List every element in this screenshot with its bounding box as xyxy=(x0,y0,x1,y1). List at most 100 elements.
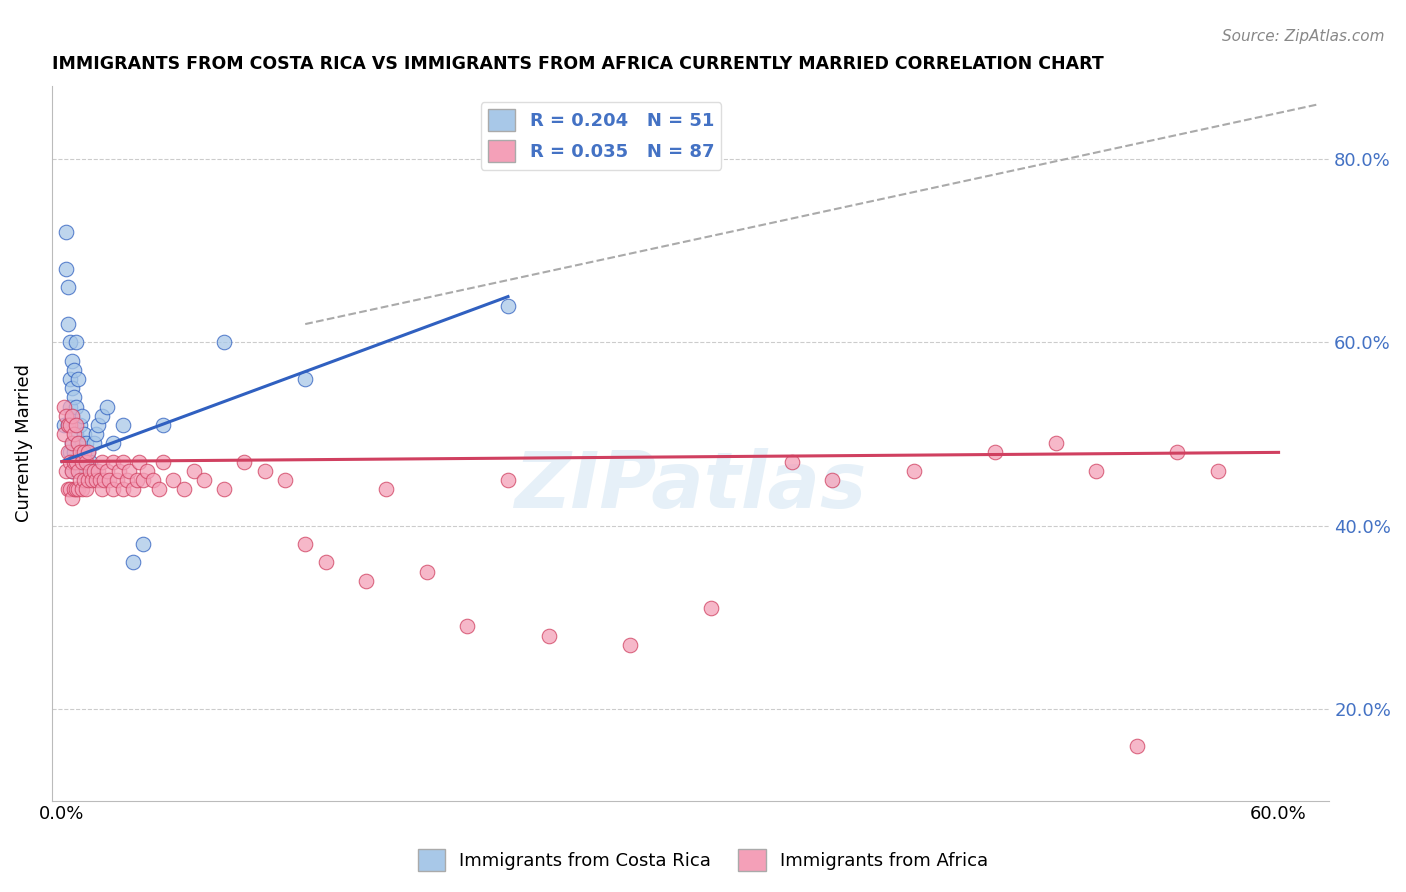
Point xyxy=(118,464,141,478)
Point xyxy=(173,482,195,496)
Point xyxy=(55,262,77,277)
Point xyxy=(77,445,100,459)
Point xyxy=(294,537,316,551)
Point xyxy=(73,445,96,459)
Point xyxy=(63,363,86,377)
Point xyxy=(60,353,83,368)
Legend: R = 0.204   N = 51, R = 0.035   N = 87: R = 0.204 N = 51, R = 0.035 N = 87 xyxy=(481,102,721,169)
Text: IMMIGRANTS FROM COSTA RICA VS IMMIGRANTS FROM AFRICA CURRENTLY MARRIED CORRELATI: IMMIGRANTS FROM COSTA RICA VS IMMIGRANTS… xyxy=(52,55,1104,73)
Point xyxy=(86,427,108,442)
Point xyxy=(416,565,439,579)
Point xyxy=(59,445,82,459)
Point xyxy=(354,574,377,588)
Point xyxy=(67,464,90,478)
Point xyxy=(903,464,925,478)
Point xyxy=(91,409,114,423)
Point xyxy=(60,409,83,423)
Point xyxy=(537,629,560,643)
Point xyxy=(60,464,83,478)
Point xyxy=(75,454,97,468)
Point xyxy=(89,473,111,487)
Point xyxy=(59,400,82,414)
Point xyxy=(56,280,79,294)
Point xyxy=(52,427,75,442)
Point xyxy=(55,409,77,423)
Point xyxy=(75,464,97,478)
Point xyxy=(63,445,86,459)
Point xyxy=(55,464,77,478)
Point xyxy=(700,601,723,615)
Point xyxy=(142,473,165,487)
Point xyxy=(780,454,803,468)
Point xyxy=(96,464,118,478)
Point xyxy=(52,417,75,432)
Point xyxy=(1045,436,1067,450)
Point xyxy=(1125,739,1147,753)
Point xyxy=(107,464,129,478)
Point xyxy=(87,417,110,432)
Point xyxy=(52,400,75,414)
Point xyxy=(77,473,100,487)
Point xyxy=(60,491,83,506)
Point xyxy=(63,417,86,432)
Point xyxy=(65,335,87,350)
Point xyxy=(60,409,83,423)
Point xyxy=(63,391,86,405)
Point xyxy=(70,482,93,496)
Point xyxy=(121,482,143,496)
Point xyxy=(77,445,100,459)
Y-axis label: Currently Married: Currently Married xyxy=(15,364,32,522)
Point xyxy=(1206,464,1229,478)
Point xyxy=(233,454,256,468)
Point xyxy=(70,436,93,450)
Point xyxy=(162,473,184,487)
Point xyxy=(253,464,276,478)
Point xyxy=(75,436,97,450)
Point xyxy=(212,482,235,496)
Point xyxy=(70,464,93,478)
Point xyxy=(315,555,337,569)
Point xyxy=(212,335,235,350)
Point xyxy=(56,445,79,459)
Point xyxy=(59,482,82,496)
Point xyxy=(60,436,83,450)
Point xyxy=(115,473,138,487)
Point xyxy=(59,454,82,468)
Point xyxy=(983,445,1005,459)
Point xyxy=(128,454,150,468)
Point xyxy=(83,436,105,450)
Point xyxy=(63,482,86,496)
Point xyxy=(456,619,478,633)
Text: Source: ZipAtlas.com: Source: ZipAtlas.com xyxy=(1222,29,1385,44)
Point xyxy=(83,464,105,478)
Point xyxy=(96,400,118,414)
Point xyxy=(97,473,120,487)
Point xyxy=(111,454,134,468)
Point xyxy=(69,454,91,468)
Point xyxy=(821,473,844,487)
Point xyxy=(132,537,155,551)
Point xyxy=(70,409,93,423)
Point xyxy=(79,464,101,478)
Point xyxy=(56,417,79,432)
Point xyxy=(91,482,114,496)
Point xyxy=(59,417,82,432)
Point xyxy=(101,436,124,450)
Point xyxy=(152,454,174,468)
Point xyxy=(59,372,82,386)
Point xyxy=(86,473,108,487)
Point xyxy=(69,417,91,432)
Point xyxy=(193,473,215,487)
Legend: Immigrants from Costa Rica, Immigrants from Africa: Immigrants from Costa Rica, Immigrants f… xyxy=(411,842,995,879)
Point xyxy=(73,454,96,468)
Point xyxy=(375,482,398,496)
Point xyxy=(63,427,86,442)
Point xyxy=(67,482,90,496)
Point xyxy=(111,482,134,496)
Point xyxy=(65,454,87,468)
Point xyxy=(619,638,641,652)
Point xyxy=(125,473,148,487)
Point xyxy=(1085,464,1108,478)
Point xyxy=(294,372,316,386)
Point xyxy=(56,417,79,432)
